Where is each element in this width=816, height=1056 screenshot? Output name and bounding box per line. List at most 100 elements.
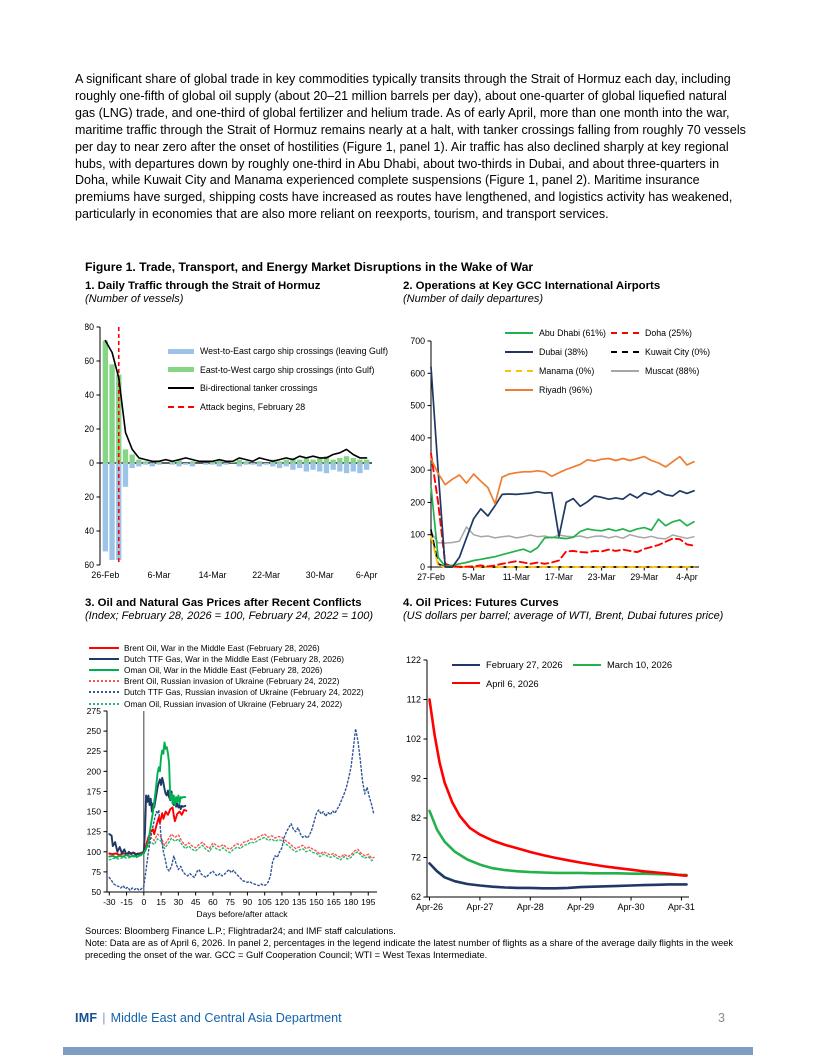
doha-swatch: [611, 332, 639, 334]
panel-1-title: 1. Daily Traffic through the Strait of H…: [85, 280, 321, 292]
svg-text:102: 102: [406, 734, 421, 744]
svg-text:250: 250: [87, 726, 102, 736]
svg-text:82: 82: [411, 813, 421, 823]
svg-text:195: 195: [361, 897, 376, 907]
legend-label: Oman Oil, Russian invasion of Ukraine (F…: [124, 698, 343, 709]
legend-item: Riyadh (96%): [505, 385, 606, 395]
panel-3-title: 3. Oil and Natural Gas Prices after Rece…: [85, 597, 362, 609]
svg-text:300: 300: [410, 465, 425, 475]
legend-item: February 27, 2026: [452, 659, 563, 670]
svg-text:0: 0: [420, 562, 425, 572]
legend-item: Oman Oil, Russian invasion of Ukraine (F…: [89, 698, 364, 709]
svg-text:0: 0: [141, 897, 146, 907]
legend-item: Dutch TTF Gas, War in the Middle East (F…: [89, 653, 364, 664]
svg-text:60: 60: [208, 897, 218, 907]
legend-item: Brent Oil, Russian invasion of Ukraine (…: [89, 676, 364, 687]
svg-text:29-Mar: 29-Mar: [630, 572, 658, 582]
abu-dhabi-swatch: [505, 332, 533, 334]
legend-item: Kuwait City (0%): [611, 347, 710, 357]
svg-text:92: 92: [411, 774, 421, 784]
footer-separator: |: [102, 1011, 106, 1025]
sources-line: Sources: Bloomberg Finance L.P.; Flightr…: [85, 926, 396, 936]
svg-text:Apr-26: Apr-26: [416, 902, 443, 912]
legend-label: April 6, 2026: [486, 677, 539, 689]
legend-item: Bi-directional tanker crossings: [168, 383, 388, 393]
svg-text:80: 80: [85, 322, 94, 332]
svg-text:200: 200: [410, 497, 425, 507]
legend-label: Dutch TTF Gas, War in the Middle East (F…: [124, 653, 344, 664]
svg-text:15: 15: [156, 897, 166, 907]
svg-text:4-Apr: 4-Apr: [676, 572, 698, 582]
feb27-curve-swatch: [452, 663, 480, 666]
oil-gas-price-index-chart: 50 75 100 125 150 175 200 225 250 275 -30 -15 0 15 30 4…: [87, 706, 377, 919]
svg-text:27-Feb: 27-Feb: [417, 572, 445, 582]
oman-2022-swatch: [89, 702, 119, 705]
svg-text:-15: -15: [120, 897, 133, 907]
svg-text:6-Mar: 6-Mar: [147, 570, 170, 580]
west-east-bar-swatch: [168, 348, 194, 354]
page-number: 3: [718, 1011, 726, 1025]
page-footer: IMF | Middle East and Central Asia Departm…: [75, 1011, 342, 1025]
airport-departures-chart: 0 100 200 300 400 500 600 700 27-Feb 5-Mar 11-Mar 1…: [410, 336, 699, 582]
svg-text:175: 175: [87, 786, 102, 796]
ttf-2026-swatch: [89, 657, 119, 660]
svg-text:75: 75: [91, 867, 101, 877]
panel-1-legend: West-to-East cargo ship crossings (leavi…: [168, 346, 388, 420]
dubai-swatch: [505, 351, 533, 353]
manama-swatch: [505, 370, 533, 372]
legend-item: Dutch TTF Gas, Russian invasion of Ukrai…: [89, 687, 364, 697]
attack-line-swatch: [168, 405, 194, 408]
svg-text:72: 72: [411, 853, 421, 863]
legend-label: Attack begins, February 28: [200, 401, 306, 412]
svg-text:23-Mar: 23-Mar: [588, 572, 616, 582]
svg-text:120: 120: [275, 897, 290, 907]
svg-text:600: 600: [410, 368, 425, 378]
svg-text:180: 180: [344, 897, 359, 907]
legend-item: Oman Oil, War in the Middle East (Februa…: [89, 665, 364, 675]
svg-text:60: 60: [85, 356, 94, 366]
legend-item: Muscat (88%): [611, 366, 710, 376]
svg-text:-20: -20: [85, 492, 94, 502]
legend-item: East-to-West cargo ship crossings (into …: [168, 365, 388, 375]
panel-3-legend: Brent Oil, War in the Middle East (Febru…: [89, 643, 364, 710]
legend-item: April 6, 2026: [452, 678, 563, 689]
panel-4-subtitle: (US dollars per barrel; average of WTI, …: [403, 610, 724, 622]
panel-2-subtitle: (Number of daily departures): [403, 293, 544, 305]
legend-item: West-to-East cargo ship crossings (leavi…: [168, 346, 388, 356]
svg-text:225: 225: [87, 746, 102, 756]
svg-text:-30: -30: [103, 897, 116, 907]
svg-text:20: 20: [85, 424, 94, 434]
svg-text:400: 400: [410, 433, 425, 443]
svg-text:105: 105: [258, 897, 273, 907]
panel-2-legend-col2: Doha (25%) Kuwait City (0%) Muscat (88%): [611, 328, 710, 385]
legend-label: Kuwait City (0%): [645, 347, 711, 357]
oman-2026-swatch: [89, 669, 119, 672]
legend-label: Brent Oil, Russian invasion of Ukraine (…: [124, 676, 340, 687]
imf-logo-text: IMF: [75, 1011, 98, 1025]
legend-label: West-to-East cargo ship crossings (leavi…: [200, 346, 389, 356]
panel-4-header: 4. Oil Prices: Futures Curves (US dollar…: [403, 597, 741, 622]
panel-4-legend-col2: March 10, 2026: [573, 659, 672, 678]
svg-text:Apr-27: Apr-27: [466, 902, 493, 912]
svg-text:17-Mar: 17-Mar: [545, 572, 573, 582]
legend-label: Bi-directional tanker crossings: [200, 383, 318, 393]
legend-label: Muscat (88%): [645, 366, 700, 376]
legend-item: March 10, 2026: [573, 659, 672, 670]
svg-text:100: 100: [87, 847, 102, 857]
footer-department: Middle East and Central Asia Department: [110, 1011, 342, 1025]
svg-text:Apr-29: Apr-29: [567, 902, 594, 912]
svg-text:200: 200: [87, 766, 102, 776]
svg-text:75: 75: [225, 897, 235, 907]
note-line: Note: Data are as of April 6, 2026. In p…: [85, 938, 734, 960]
legend-label: Riyadh (96%): [539, 385, 593, 395]
panel-2-header: 2. Operations at Key GCC International A…: [403, 280, 748, 305]
svg-text:122: 122: [406, 655, 421, 665]
svg-text:6-Apr: 6-Apr: [356, 570, 378, 580]
svg-text:5-Mar: 5-Mar: [462, 572, 485, 582]
legend-item: Attack begins, February 28: [168, 402, 388, 412]
riyadh-swatch: [505, 389, 533, 391]
svg-text:45: 45: [191, 897, 201, 907]
ttf-2022-swatch: [89, 691, 119, 694]
legend-label: East-to-West cargo ship crossings (into …: [200, 364, 375, 375]
